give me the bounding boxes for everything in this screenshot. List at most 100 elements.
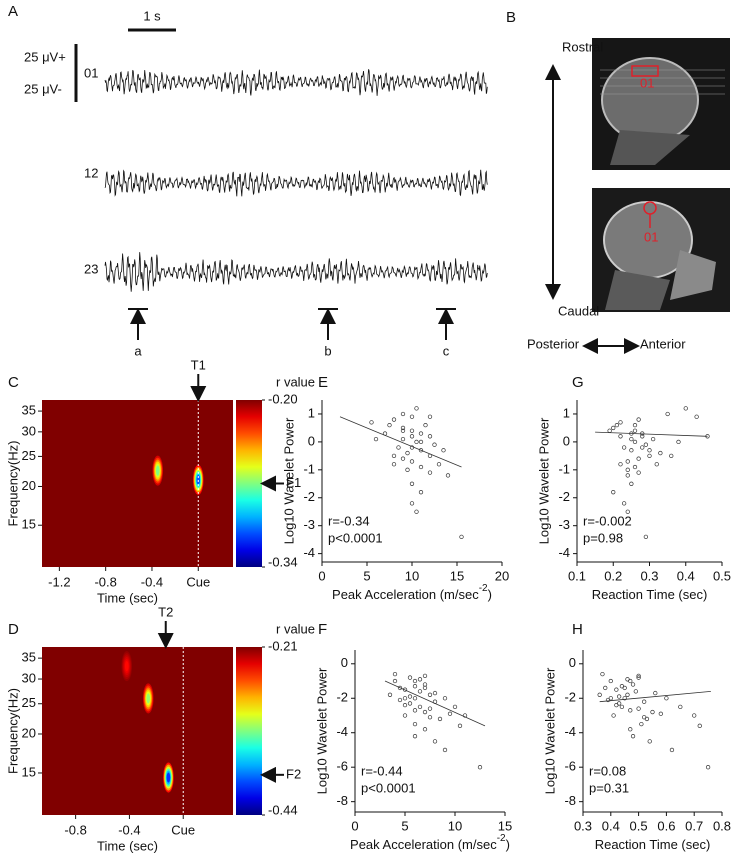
event-label: a — [134, 343, 142, 358]
scatter-point — [632, 439, 638, 445]
x-tick-label: 0 — [351, 818, 358, 833]
x-axis-label-part: Peak Acceleration (m/sec — [332, 587, 479, 602]
scatter-point — [654, 462, 659, 467]
scatter-point — [437, 716, 443, 722]
colorbar-tick-label: -0.34 — [268, 554, 298, 569]
xray-image — [592, 38, 730, 170]
y-tick-label: -2 — [564, 690, 576, 705]
scatter-point — [427, 414, 433, 419]
time-scale-label: 1 s — [143, 8, 161, 23]
x-tick-label: 10 — [448, 818, 462, 833]
scatter-point — [622, 696, 627, 701]
scatter-point — [459, 534, 464, 540]
panel-label: D — [8, 621, 19, 638]
x-axis-label-part: ) — [488, 587, 492, 602]
y-tick-label: 15 — [22, 764, 36, 779]
scatter-point — [452, 704, 458, 710]
eeg-trace — [104, 169, 488, 197]
scatter-point — [414, 406, 419, 411]
scatter-point — [625, 692, 630, 697]
x-axis-label: Time (sec) — [97, 838, 158, 853]
colorbar-title: r value — [276, 621, 315, 636]
y-tick-label: -3 — [303, 517, 315, 532]
scatter-point — [611, 490, 616, 495]
scatter-point — [650, 709, 655, 715]
stat-label: p<0.0001 — [361, 780, 416, 795]
scatter-point — [614, 702, 619, 708]
scatter-point — [705, 765, 711, 770]
x-tick-label: 0.4 — [602, 818, 620, 833]
scatter-point — [625, 677, 630, 682]
x-tick-label: -0.8 — [94, 574, 116, 589]
scatter-point — [369, 420, 374, 425]
stat-label: r=-0.34 — [328, 513, 370, 528]
scatter-point — [669, 453, 674, 459]
scatter-point — [477, 765, 483, 770]
heatmap-background — [42, 400, 233, 567]
y-tick-label: 20 — [22, 725, 36, 740]
scatter-point — [630, 734, 636, 739]
eeg-trace — [104, 69, 488, 96]
x-axis-label-part: -2 — [479, 583, 488, 594]
y-axis-label: Log10 Wavelet Power — [536, 417, 551, 544]
y-axis-label: Log10 Wavelet Power — [281, 417, 296, 544]
scatter-point — [400, 428, 406, 433]
x-tick-label: 0.2 — [604, 568, 622, 583]
scatter-point — [422, 685, 428, 691]
y-tick-label: 20 — [22, 478, 36, 493]
scatter-point — [697, 723, 702, 728]
scatter-point — [647, 448, 652, 453]
eeg-trace — [104, 252, 488, 292]
channel-label: 01 — [84, 65, 98, 80]
y-tick-label: 35 — [22, 650, 36, 665]
scatter-point — [391, 453, 397, 459]
scatter-point — [427, 715, 433, 720]
scatter-point — [427, 692, 433, 697]
scatter-point — [402, 713, 408, 718]
scatter-point — [694, 414, 699, 419]
scatter-point — [412, 684, 418, 689]
scatter-point — [643, 442, 649, 447]
stat-label: r=-0.002 — [583, 513, 632, 528]
scatter-point — [650, 436, 656, 442]
scatter-point — [405, 467, 410, 472]
y-tick-label: -1 — [558, 461, 570, 476]
scatter-point — [618, 434, 623, 439]
x-tick-label: 10 — [405, 568, 419, 583]
scatter-point — [432, 690, 438, 696]
x-tick-label: -0.4 — [141, 574, 163, 589]
panel-label: C — [8, 374, 19, 391]
scatter-point — [414, 509, 419, 514]
y-tick-label: 1 — [563, 405, 570, 420]
scatter-point — [418, 490, 424, 495]
scatter-point — [412, 708, 418, 713]
colorbar-tick-label: -0.20 — [268, 391, 298, 406]
x-axis-label-part: Reaction Time (sec) — [595, 837, 711, 852]
y-axis-label: Log10 Wavelet Power — [542, 667, 557, 794]
scatter-point — [629, 481, 634, 486]
scatter-point — [409, 434, 415, 439]
scatter-point — [409, 459, 415, 464]
scatter-point — [402, 687, 408, 692]
scatter-point — [629, 436, 634, 442]
scatter-point — [409, 481, 415, 486]
scatter-point — [640, 434, 645, 439]
scatter-point — [445, 473, 451, 478]
scatter-point — [669, 747, 675, 753]
scatter-point — [427, 470, 433, 475]
heatmap-spot — [196, 474, 201, 485]
stat-label: p<0.0001 — [328, 530, 383, 545]
y-tick-label: -6 — [564, 759, 576, 774]
xray-image — [592, 188, 730, 312]
x-tick-label: 0 — [318, 568, 325, 583]
y-tick-label: 0 — [341, 655, 348, 670]
y-tick-label: -2 — [336, 690, 348, 705]
event-markers — [128, 308, 456, 340]
event-label: c — [443, 343, 450, 358]
scatter-point — [625, 459, 630, 464]
scatter-point — [636, 673, 641, 679]
scatter-point — [417, 704, 423, 710]
y-tick-label: 25 — [22, 695, 36, 710]
y-tick-label: -8 — [336, 793, 348, 808]
